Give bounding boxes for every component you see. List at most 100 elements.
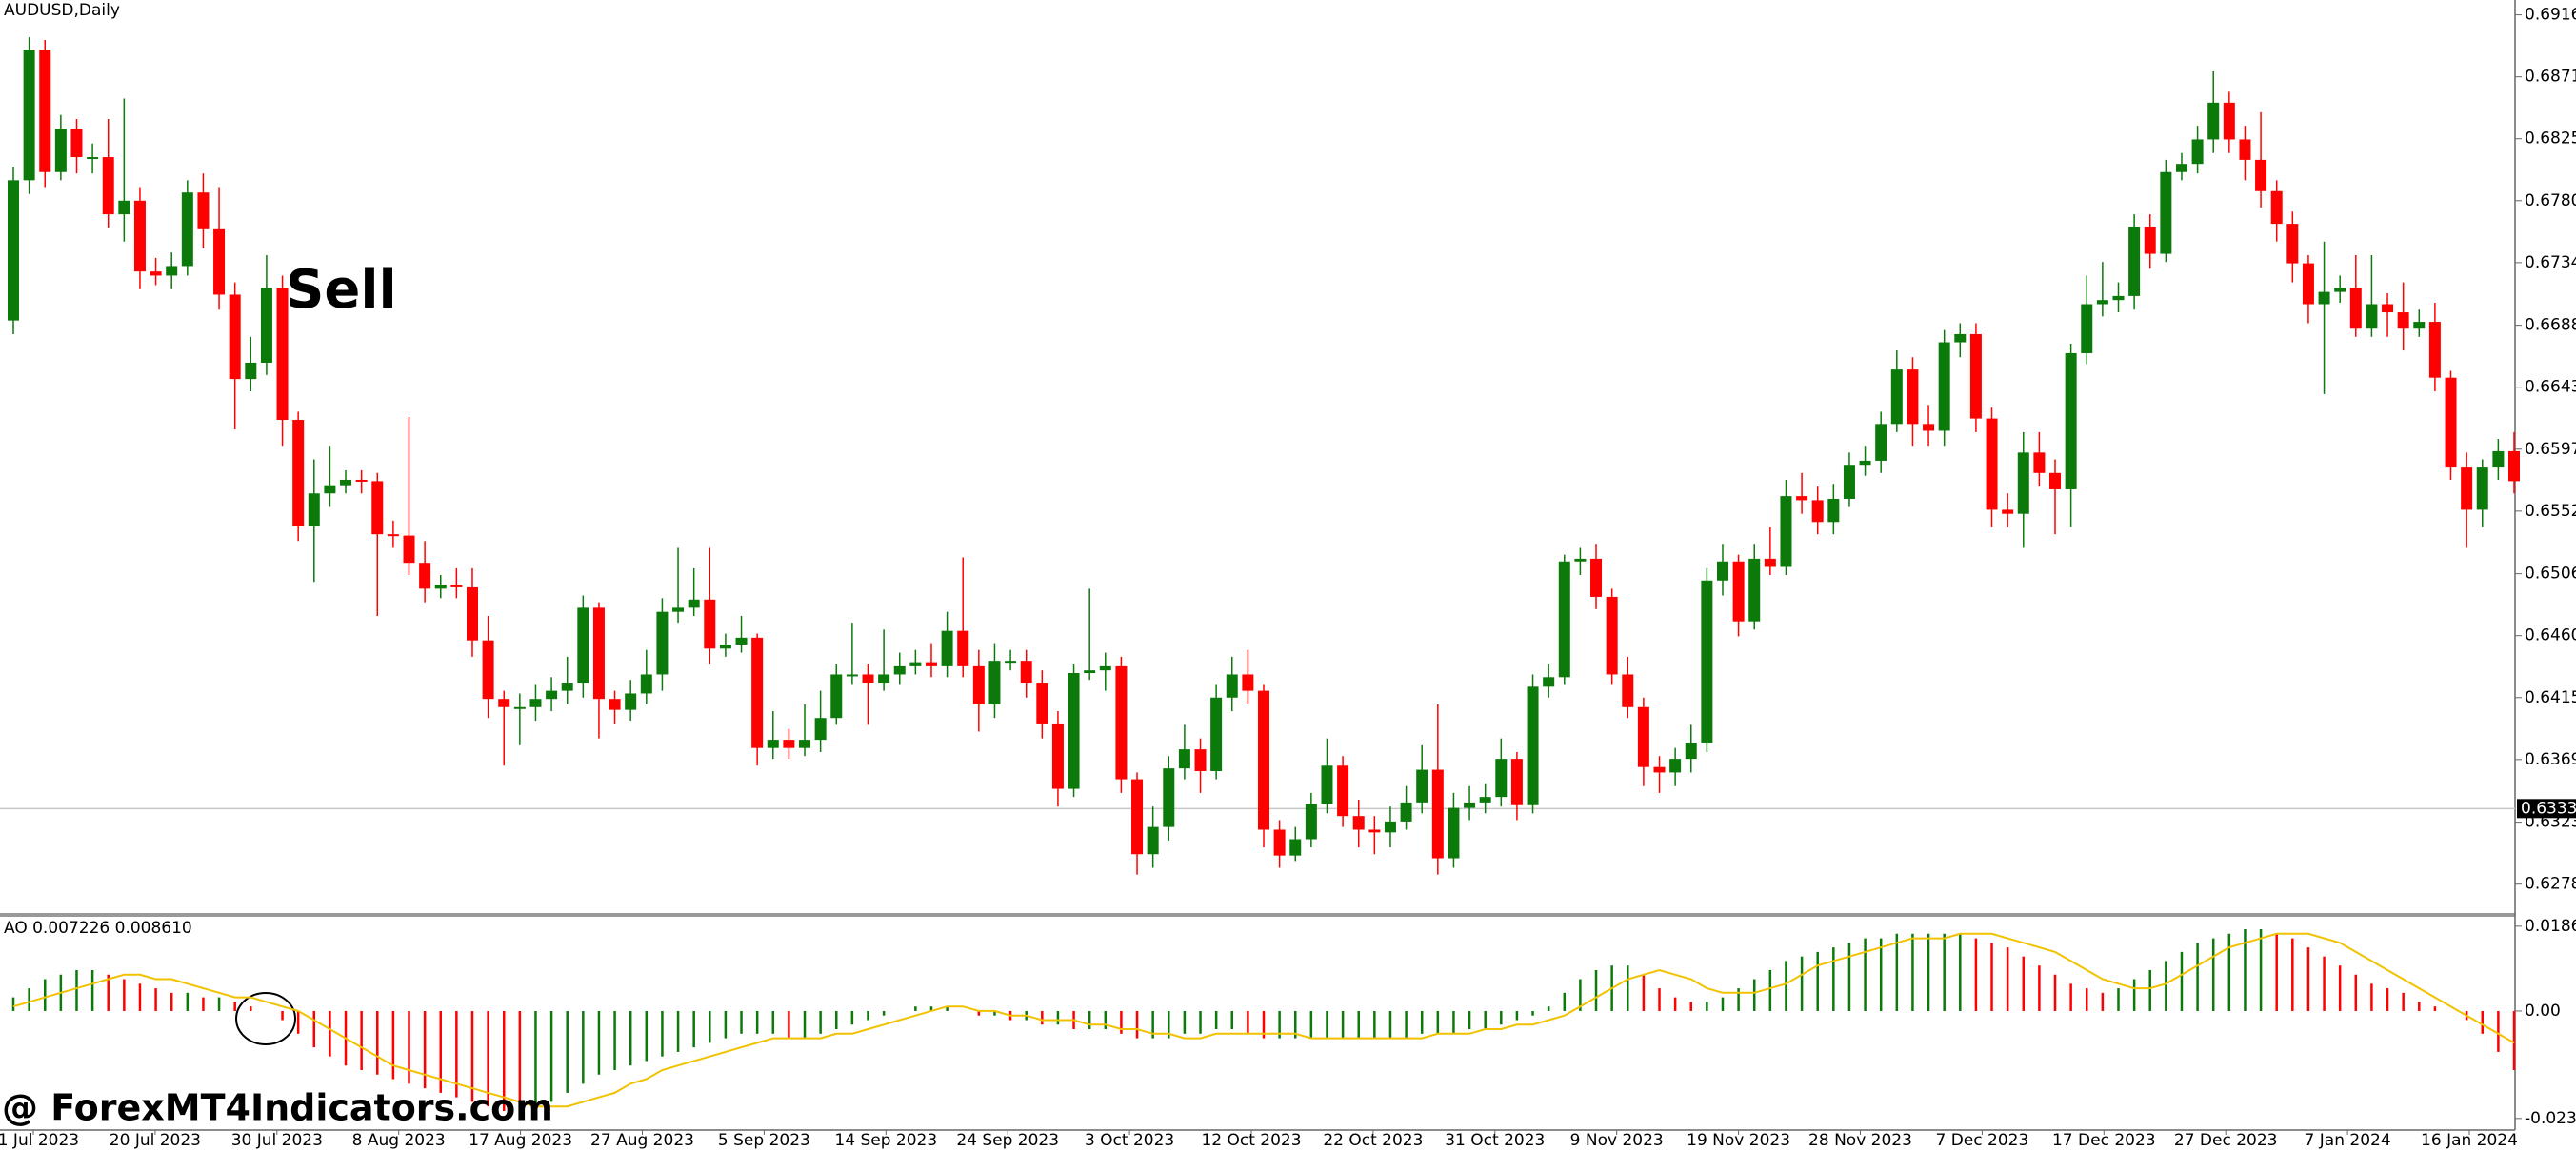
candle-body bbox=[245, 362, 257, 380]
watermark: @ ForexMT4Indicators.com bbox=[2, 1087, 553, 1129]
x-tick-label: 3 Oct 2023 bbox=[1085, 1131, 1174, 1150]
candle-body bbox=[972, 665, 985, 704]
candle-body bbox=[1321, 765, 1333, 804]
candle-body bbox=[1131, 779, 1144, 855]
candle-body bbox=[102, 157, 114, 215]
candle-body bbox=[1194, 749, 1207, 771]
candle-body bbox=[1051, 723, 1064, 789]
candle-body bbox=[1242, 674, 1254, 691]
candle-body bbox=[308, 493, 320, 526]
x-tick-label: 22 Oct 2023 bbox=[1323, 1131, 1423, 1150]
candle-body bbox=[2144, 226, 2156, 254]
candle-body bbox=[1637, 706, 1649, 767]
candle-body bbox=[1163, 768, 1175, 827]
candle-body bbox=[1748, 558, 1761, 622]
candle-body bbox=[2492, 450, 2505, 468]
candle-body bbox=[2081, 304, 2093, 353]
candle-body bbox=[387, 534, 399, 537]
y-tick-label: 0.018663 bbox=[2525, 917, 2576, 936]
candle-body bbox=[1020, 661, 1032, 684]
candle-body bbox=[704, 599, 716, 649]
candle-body bbox=[2191, 139, 2204, 165]
candle-body bbox=[2334, 288, 2346, 292]
candle-body bbox=[640, 674, 652, 694]
candle-body bbox=[1337, 765, 1349, 817]
candle-body bbox=[2096, 300, 2108, 305]
candle-body bbox=[546, 690, 558, 700]
y-tick-label: 0.64150 bbox=[2525, 688, 2576, 707]
x-tick-label: 28 Nov 2023 bbox=[1808, 1131, 1912, 1150]
y-tick-label: 0.64605 bbox=[2525, 626, 2576, 645]
candle-body bbox=[1273, 829, 1286, 856]
x-tick-label: 14 Sep 2023 bbox=[834, 1131, 937, 1150]
y-tick-label: 0.69165 bbox=[2525, 6, 2576, 25]
candle-body bbox=[1147, 826, 1159, 855]
candle-body bbox=[150, 271, 162, 276]
candle-body bbox=[1669, 759, 1682, 773]
candle-body bbox=[39, 50, 51, 172]
candle-body bbox=[1289, 839, 1302, 856]
candle-body bbox=[577, 607, 589, 684]
candle-body bbox=[2349, 288, 2362, 329]
candle-body bbox=[2445, 377, 2457, 468]
x-tick-label: 17 Aug 2023 bbox=[469, 1131, 572, 1150]
y-tick-label: 0.63695 bbox=[2525, 750, 2576, 769]
candle-body bbox=[1732, 561, 1745, 622]
candle-body bbox=[1479, 797, 1491, 803]
candle-body bbox=[1527, 686, 1539, 805]
x-tick-label: 12 Oct 2023 bbox=[1201, 1131, 1301, 1150]
candle-body bbox=[2461, 467, 2473, 510]
candle-body bbox=[688, 599, 700, 608]
candle-body bbox=[2428, 322, 2441, 378]
candle-body bbox=[1368, 829, 1381, 833]
candle-body bbox=[1084, 670, 1096, 674]
candle-body bbox=[419, 563, 431, 589]
candle-body bbox=[2033, 452, 2046, 473]
candle-body bbox=[2112, 295, 2125, 301]
candle-body bbox=[1716, 561, 1728, 581]
candle-body bbox=[2318, 291, 2330, 305]
candle-body bbox=[292, 420, 305, 526]
candle-body bbox=[1495, 759, 1508, 798]
candle-body bbox=[2239, 139, 2251, 160]
candle-body bbox=[719, 644, 731, 649]
candle-body bbox=[1558, 561, 1570, 678]
candle-body bbox=[799, 740, 811, 748]
candle-body bbox=[1036, 683, 1048, 724]
candle-body bbox=[2223, 102, 2235, 140]
current-price-label: 0.63335 bbox=[2521, 799, 2576, 818]
candle-body bbox=[1258, 690, 1269, 830]
y-tick-label: 0.65975 bbox=[2525, 440, 2576, 459]
candle-body bbox=[625, 693, 637, 710]
candle-body bbox=[1448, 807, 1460, 859]
y-tick-label: 0.65060 bbox=[2525, 565, 2576, 584]
candle-body bbox=[925, 662, 937, 666]
candle-body bbox=[466, 586, 478, 641]
candle-body bbox=[1954, 333, 1967, 343]
candle-body bbox=[1416, 769, 1428, 803]
x-tick-label: 27 Aug 2023 bbox=[590, 1131, 694, 1150]
x-tick-label: 27 Dec 2023 bbox=[2174, 1131, 2278, 1150]
chart-title: AUDUSD,Daily bbox=[4, 1, 120, 20]
y-tick-label: 0.68255 bbox=[2525, 129, 2576, 149]
candle-body bbox=[1622, 674, 1634, 707]
y-tick-label: -0.02365 bbox=[2525, 1109, 2576, 1128]
candle-body bbox=[2255, 159, 2267, 191]
candle-body bbox=[1305, 804, 1317, 840]
candle-body bbox=[371, 481, 384, 535]
candle-body bbox=[1400, 802, 1412, 822]
candle-body bbox=[324, 485, 336, 494]
candle-body bbox=[1178, 749, 1190, 769]
candle-body bbox=[1827, 498, 1840, 523]
candle-body bbox=[1574, 558, 1587, 562]
candle-body bbox=[893, 665, 906, 675]
x-tick-label: 7 Dec 2023 bbox=[1936, 1131, 2029, 1150]
candle-body bbox=[118, 200, 130, 215]
candle-body bbox=[609, 699, 621, 710]
candle-body bbox=[957, 630, 969, 666]
x-tick-label: 17 Dec 2023 bbox=[2052, 1131, 2156, 1150]
candle-body bbox=[1780, 496, 1792, 567]
x-tick-label: 9 Nov 2023 bbox=[1570, 1131, 1664, 1150]
y-tick-label: 0.67800 bbox=[2525, 191, 2576, 210]
